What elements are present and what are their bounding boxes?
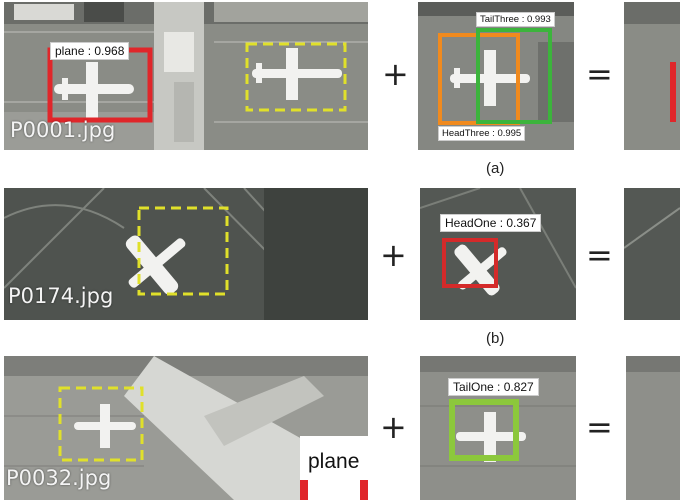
head-one-box bbox=[442, 238, 498, 288]
plus-operator: + bbox=[382, 55, 409, 93]
proposal-box bbox=[137, 206, 229, 296]
filename-label: P0032.jpg bbox=[6, 466, 112, 490]
head-one-label: HeadOne : 0.367 bbox=[440, 214, 542, 232]
row-a-crop-image: TailThree : 0.993 HeadThree : 0.995 bbox=[418, 2, 574, 150]
proposal-box bbox=[58, 386, 144, 462]
tail-one-label: TailOne : 0.827 bbox=[448, 378, 539, 396]
filename-label: P0001.jpg bbox=[10, 118, 116, 142]
filename-label: P0174.jpg bbox=[8, 284, 114, 308]
row-b-part-boxes bbox=[442, 238, 498, 288]
row-c-part-boxes bbox=[449, 399, 519, 461]
head-three-label: HeadThree : 0.995 bbox=[438, 126, 526, 141]
row-c-result-image bbox=[626, 356, 680, 500]
row-a-source-image: plane : 0.968 P0001.jpg bbox=[4, 2, 368, 150]
tail-three-box bbox=[476, 28, 552, 124]
row-b-source-image: P0174.jpg bbox=[4, 188, 368, 320]
plus-operator: + bbox=[380, 236, 407, 274]
plane-score-label: plane : 0.968 bbox=[50, 42, 130, 60]
plane-detection-box bbox=[47, 47, 153, 123]
equals-operator: = bbox=[586, 408, 613, 446]
aerial-result-image bbox=[624, 2, 680, 150]
aerial-result-image bbox=[624, 188, 680, 320]
plus-operator: + bbox=[380, 408, 407, 446]
row-a-result-image bbox=[624, 2, 680, 150]
equals-operator: = bbox=[586, 236, 613, 274]
aerial-airport-image bbox=[4, 188, 368, 320]
caption-b: (b) bbox=[486, 330, 505, 347]
row-c-boxes bbox=[58, 386, 144, 462]
equals-operator: = bbox=[586, 55, 613, 93]
row-b-result-image bbox=[624, 188, 680, 320]
tail-one-box bbox=[449, 399, 519, 461]
aerial-airport-image bbox=[4, 2, 368, 150]
proposal-box bbox=[245, 42, 347, 112]
caption-a: (a) bbox=[486, 160, 505, 177]
tail-three-label: TailThree : 0.993 bbox=[476, 12, 555, 27]
row-a-part-boxes bbox=[438, 28, 552, 125]
row-c-crop-image: TailOne : 0.827 bbox=[420, 356, 576, 500]
plane-label: plane bbox=[302, 448, 368, 476]
aerial-result-image bbox=[626, 356, 680, 500]
row-b-crop-image: HeadOne : 0.367 bbox=[420, 188, 576, 320]
row-c-source-image: plane P0032.jpg bbox=[4, 356, 368, 500]
row-b-boxes bbox=[137, 206, 229, 296]
